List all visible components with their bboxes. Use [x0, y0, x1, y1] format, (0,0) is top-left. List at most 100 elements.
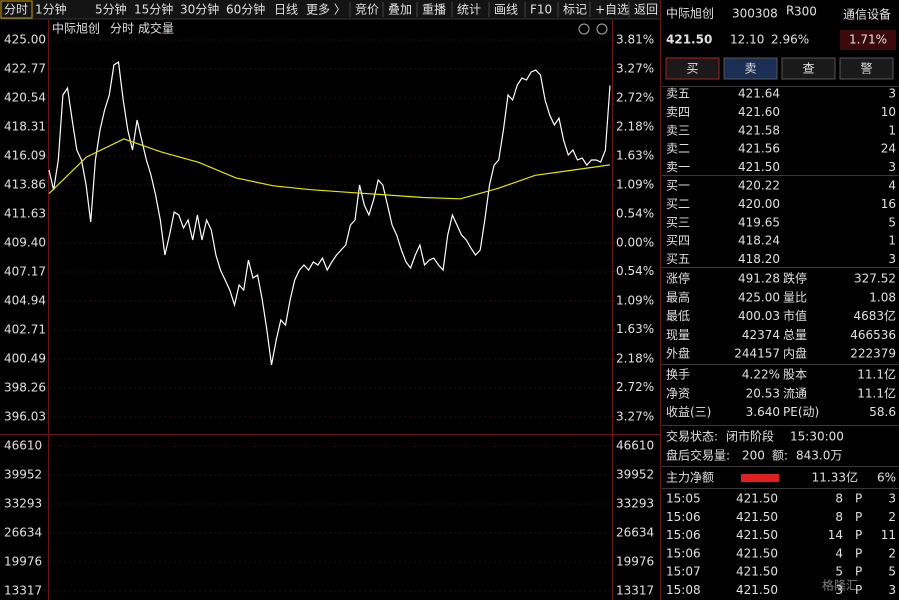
y2-tick-label: 2.72%	[616, 91, 654, 105]
y2-tick-label: 1.09%	[616, 177, 654, 191]
y-tick-label: 420.54	[4, 91, 46, 105]
trade-count: 2	[888, 546, 896, 560]
book-volume: 24	[881, 142, 896, 156]
trade-price: 421.50	[736, 492, 778, 506]
average-line	[48, 138, 611, 200]
book-volume: 1	[888, 234, 896, 248]
main-flow-bar	[741, 474, 779, 482]
action-button[interactable]: 卖	[744, 62, 756, 76]
y-tick-label: 400.49	[4, 351, 46, 365]
scroll-up-icon[interactable]	[578, 23, 590, 35]
industry-pct-bg	[840, 30, 896, 50]
action-button-bg[interactable]	[781, 57, 836, 80]
stock-badge-sub: 300	[794, 5, 817, 19]
action-button[interactable]: 警	[860, 61, 872, 76]
book-volume: 3	[888, 252, 896, 266]
after-hours-amount-label: 额:	[772, 449, 788, 463]
period-tab[interactable]: 60分钟	[226, 2, 265, 17]
period-tab[interactable]: 15分钟	[134, 2, 173, 17]
industry[interactable]: 通信设备	[843, 8, 891, 22]
stat-label: 涨停	[666, 271, 690, 286]
stat-value: 1.08	[869, 290, 896, 304]
book-volume: 3	[888, 87, 896, 101]
stat-value: 244157	[734, 347, 780, 361]
y2-tick-label: 2.18%	[616, 119, 654, 133]
add-icon[interactable]	[596, 23, 608, 35]
tool-button[interactable]: +自选	[595, 3, 629, 17]
y2-tick-label: 0.54%	[616, 207, 654, 221]
tool-button[interactable]: 竞价	[355, 3, 379, 17]
stat-label: 现量	[666, 328, 690, 342]
stat-value: 491.28	[738, 272, 780, 286]
action-button-bg[interactable]	[723, 57, 778, 80]
trade-flag: P	[855, 583, 862, 597]
period-tab[interactable]: 更多 〉	[306, 3, 346, 17]
tool-button[interactable]: 标记	[563, 3, 587, 17]
price-change: 12.10	[730, 33, 764, 47]
stat-label: 净资	[666, 386, 690, 400]
tool-button[interactable]: 画线	[494, 3, 518, 17]
action-button-bg[interactable]	[665, 57, 720, 80]
volume-tick-label: 19976	[4, 554, 42, 568]
volume-tick-label: 13317	[616, 584, 654, 598]
book-volume: 4	[888, 179, 896, 193]
status-phase: 闭市阶段	[726, 429, 774, 444]
book-price: 421.58	[738, 123, 780, 137]
y2-tick-label: 1.63%	[616, 322, 654, 336]
y-tick-label: 402.71	[4, 323, 46, 337]
trade-volume: 8	[835, 492, 843, 506]
period-tab[interactable]: 5分钟	[95, 2, 127, 17]
volume-tick-label: 39952	[616, 467, 654, 481]
stat-value: 327.52	[854, 272, 896, 286]
book-price: 420.00	[738, 197, 780, 211]
trade-volume: 8	[835, 510, 843, 524]
period-tab[interactable]: 1分钟	[35, 2, 67, 17]
volume-tick-label: 26634	[4, 526, 42, 540]
period-tab[interactable]: 30分钟	[180, 2, 219, 17]
after-hours-label: 盘后交易量:	[666, 448, 730, 463]
stat-value: 425.00	[738, 290, 780, 304]
stat-label: 量比	[783, 290, 807, 304]
tool-button[interactable]: F10	[530, 3, 552, 17]
stat-value: 466536	[850, 328, 896, 342]
book-label: 卖二	[666, 142, 690, 156]
stat-label: 最高	[666, 289, 690, 304]
book-price: 420.22	[738, 179, 780, 193]
watermark: 格隆汇	[822, 578, 858, 593]
trade-price: 421.50	[736, 546, 778, 560]
trade-time: 15:06	[666, 510, 701, 524]
volume-tick-label: 33293	[616, 496, 654, 510]
trade-flag: P	[855, 565, 862, 579]
tool-button[interactable]: 重播	[422, 3, 446, 17]
trade-count: 2	[888, 510, 896, 524]
action-button-bg[interactable]	[839, 57, 894, 80]
book-label: 买四	[666, 234, 690, 248]
period-tab[interactable]: 日线	[274, 3, 298, 17]
y2-tick-label: 3.27%	[616, 410, 654, 424]
stat-value: 222379	[850, 347, 896, 361]
tool-button[interactable]: 叠加	[388, 3, 412, 17]
stat-label: 总量	[783, 328, 807, 342]
action-button[interactable]: 买	[686, 62, 698, 76]
main-flow-pct: 6%	[877, 471, 896, 485]
industry-pct: 1.71%	[849, 33, 887, 47]
tool-button[interactable]: 返回	[634, 3, 658, 17]
y-tick-label: 425.00	[4, 33, 46, 47]
trade-volume: 3	[835, 583, 843, 597]
period-tab[interactable]: 分时	[4, 3, 28, 17]
tool-button[interactable]: 统计	[457, 3, 481, 17]
stat-value: 4.22%	[742, 368, 780, 382]
trade-flag: P	[855, 510, 862, 524]
action-button[interactable]: 查	[802, 62, 814, 76]
trade-time: 15:06	[666, 528, 701, 542]
price-line	[48, 60, 611, 366]
y-tick-label: 407.17	[4, 265, 46, 279]
book-label: 卖一	[666, 160, 690, 174]
book-price: 419.65	[738, 215, 780, 229]
volume-tick-label: 46610	[616, 439, 654, 453]
y-tick-label: 422.77	[4, 62, 46, 76]
y2-tick-label: 0.00%	[616, 235, 654, 249]
trade-price: 421.50	[736, 528, 778, 542]
